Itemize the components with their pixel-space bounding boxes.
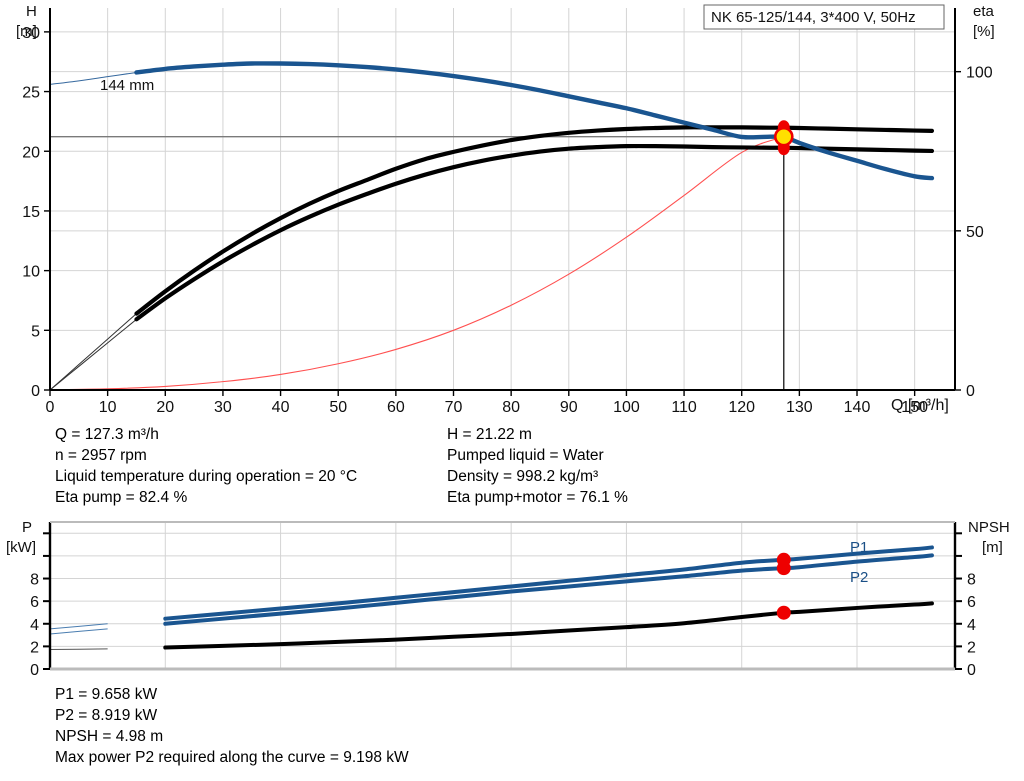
top-chart-tick-labels: 0 10 20 30 40 50 60 70 80 90 100 110 120 130 140 150302… bbox=[22, 25, 993, 416]
bottom-y-tick-label: 8 bbox=[30, 572, 39, 589]
bottom-chart-axes bbox=[43, 521, 962, 671]
top-x-axis-title: Q [m³/h] bbox=[891, 397, 949, 414]
bottom-y-tick-label: 6 bbox=[30, 594, 39, 611]
top-x-tick-label: 120 bbox=[728, 399, 755, 416]
info-p2: P2 = 8.919 kW bbox=[55, 707, 158, 724]
top-x-tick-label: 140 bbox=[844, 399, 871, 416]
top-x-tick-label: 110 bbox=[671, 399, 697, 416]
info-pumped-liquid: Pumped liquid = Water bbox=[447, 447, 604, 464]
top-y2-axis-title-line1: eta bbox=[973, 3, 995, 20]
top-x-tick-label: 20 bbox=[156, 399, 174, 416]
bottom-y-axis-title-line2: [kW] bbox=[6, 539, 36, 556]
model-title-label: NK 65-125/144, 3*400 V, 50Hz bbox=[711, 9, 916, 26]
power-duty-marker bbox=[776, 561, 791, 576]
info-liquid-temperature: Liquid temperature during operation = 20… bbox=[55, 468, 358, 485]
top-x-tick-label: 80 bbox=[502, 399, 520, 416]
top-y-tick-label: 15 bbox=[22, 204, 40, 221]
bottom-y2-axis-title-line2: [m] bbox=[982, 539, 1003, 556]
top-chart-curves bbox=[49, 61, 935, 391]
info-speed: n = 2957 rpm bbox=[55, 447, 147, 464]
power-curve-npsh bbox=[163, 601, 934, 650]
bottom-y2-axis-title-line1: NPSH bbox=[968, 519, 1010, 536]
top-x-tick-label: 90 bbox=[560, 399, 578, 416]
top-y-tick-label: 25 bbox=[22, 85, 40, 102]
info-density: Density = 998.2 kg/m³ bbox=[447, 468, 599, 485]
top-y2-tick-label: 0 bbox=[966, 383, 975, 400]
power-duty-marker bbox=[776, 605, 791, 620]
bottom-chart-curves bbox=[49, 545, 934, 651]
bottom-y2-tick-label: 8 bbox=[967, 572, 976, 589]
top-y-tick-label: 20 bbox=[22, 144, 40, 161]
top-y-tick-label: 10 bbox=[22, 264, 40, 281]
top-x-tick-label: 30 bbox=[214, 399, 232, 416]
impeller-diameter-label: 144 mm bbox=[100, 77, 154, 94]
top-x-tick-label: 40 bbox=[272, 399, 290, 416]
bottom-y-tick-label: 2 bbox=[30, 639, 39, 656]
bottom-y-axis-title-line1: P bbox=[22, 519, 32, 536]
info-eta-pump-motor: Eta pump+motor = 76.1 % bbox=[447, 489, 628, 506]
duty-point-marker[interactable] bbox=[773, 126, 794, 147]
bottom-y-tick-label: 0 bbox=[30, 662, 39, 679]
bottom-y-tick-label: 4 bbox=[30, 617, 39, 634]
info-npsh: NPSH = 4.98 m bbox=[55, 728, 164, 745]
head-efficiency-chart: 0 10 20 30 40 50 60 70 80 90 100 110 120 130 140 150302… bbox=[16, 3, 995, 416]
top-chart-axes bbox=[44, 8, 961, 396]
info-max-power: Max power P2 required along the curve = … bbox=[55, 749, 409, 766]
info-top-left: Q = 127.3 m³/h n = 2957 rpm Liquid tempe… bbox=[55, 424, 357, 508]
top-x-tick-label: 0 bbox=[46, 399, 55, 416]
bottom-y2-tick-label: 0 bbox=[967, 662, 976, 679]
info-bottom: P1 = 9.658 kW P2 = 8.919 kW NPSH = 4.98 … bbox=[55, 684, 409, 768]
top-y2-axis-title-line2: [%] bbox=[973, 23, 995, 40]
power-npsh-chart: 8 6 4 2 0 8 6 4 2 0 P [kW] NPSH [m] P1 P2 bbox=[6, 519, 1010, 679]
top-x-tick-label: 70 bbox=[445, 399, 463, 416]
info-top-right: H = 21.22 m Pumped liquid = Water Densit… bbox=[447, 424, 628, 508]
top-y-tick-label: 5 bbox=[31, 323, 40, 340]
top-y2-tick-label: 50 bbox=[966, 224, 984, 241]
model-title-box: NK 65-125/144, 3*400 V, 50Hz bbox=[703, 4, 945, 30]
curve-label-p2: P2 bbox=[850, 569, 868, 586]
top-y-axis-title-line1: H bbox=[26, 3, 37, 20]
info-eta-pump: Eta pump = 82.4 % bbox=[55, 489, 188, 506]
top-y2-tick-label: 100 bbox=[966, 65, 993, 82]
bottom-chart-tick-labels: 8 6 4 2 0 8 6 4 2 0 bbox=[30, 572, 976, 679]
power-curve-p2 bbox=[163, 553, 934, 626]
bottom-y2-tick-label: 2 bbox=[967, 639, 976, 656]
curve-label-p1: P1 bbox=[850, 539, 868, 556]
info-head: H = 21.22 m bbox=[447, 426, 532, 443]
top-y-axis-title-line2: [m] bbox=[16, 23, 37, 40]
top-x-tick-label: 150 bbox=[901, 399, 928, 416]
info-p1: P1 = 9.658 kW bbox=[55, 686, 158, 703]
top-y-tick-label: 30 bbox=[22, 25, 40, 42]
top-x-tick-label: 10 bbox=[99, 399, 117, 416]
top-x-tick-label: 50 bbox=[329, 399, 347, 416]
power-curve-p1 bbox=[163, 545, 934, 621]
top-x-tick-label: 130 bbox=[786, 399, 813, 416]
bottom-y2-tick-label: 4 bbox=[967, 617, 976, 634]
bottom-y2-tick-label: 6 bbox=[967, 594, 976, 611]
top-x-tick-label: 60 bbox=[387, 399, 405, 416]
top-y-tick-label: 0 bbox=[31, 383, 40, 400]
info-flow-rate: Q = 127.3 m³/h bbox=[55, 426, 159, 443]
top-x-tick-label: 100 bbox=[613, 399, 640, 416]
